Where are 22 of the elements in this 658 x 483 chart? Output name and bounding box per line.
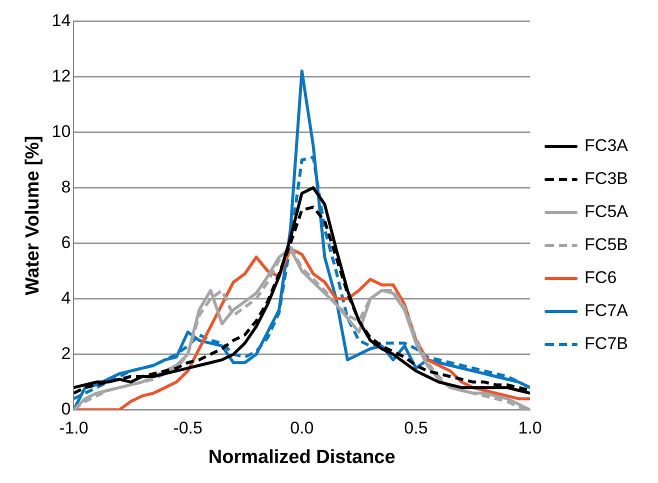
x-axis-title: Normalized Distance	[208, 446, 396, 468]
legend-label: FC3A	[584, 136, 629, 156]
y-tick-label: 8	[61, 177, 71, 196]
y-tick-label: 6	[61, 232, 71, 252]
x-tick-label: 1.0	[518, 418, 542, 438]
y-tick-label: 2	[61, 344, 71, 363]
y-tick-label: 4	[61, 288, 71, 308]
legend-label: FC6	[584, 268, 617, 288]
x-tick-label: -1.0	[59, 418, 88, 438]
legend-label: FC3B	[584, 169, 628, 188]
x-tick-label: 0.5	[404, 418, 428, 438]
y-tick-label: 0	[61, 399, 71, 418]
legend-label: FC5B	[584, 235, 628, 254]
x-tick-label: 0.0	[290, 418, 314, 438]
legend-label: FC7A	[584, 301, 629, 320]
y-axis-title: Water Volume [%]	[22, 136, 44, 296]
y-tick-label: 14	[52, 10, 71, 30]
x-tick-label: -0.5	[173, 418, 202, 438]
y-tick-label: 10	[52, 122, 71, 141]
legend-label: FC5A	[584, 202, 629, 222]
legend-label: FC7B	[584, 334, 628, 354]
y-tick-label: 12	[52, 66, 71, 86]
